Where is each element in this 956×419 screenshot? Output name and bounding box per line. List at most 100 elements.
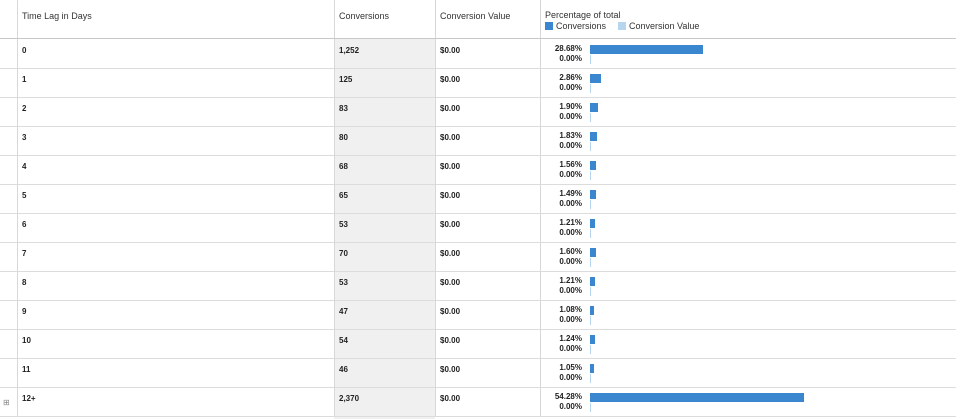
conversion-value-cell: $0.00 [435,329,541,358]
percentage-cell: 1.05% 0.00% [540,358,588,387]
conversions-bar [590,277,595,286]
conversion-value-cell-value: $0.00 [440,46,461,55]
percentage-cell: 1.08% 0.00% [540,300,588,329]
conversions-cell-value: 125 [339,75,353,84]
pct-conversion-value: 0.00% [559,402,582,411]
legend-conversions[interactable]: Conversions [545,21,606,31]
time-lag-cell: 4 [17,155,335,184]
conversions-bar [590,74,601,83]
conversions-cell-value: 83 [339,104,348,113]
percentage-cell: 1.21% 0.00% [540,213,588,242]
conversions-cell: 53 [334,271,436,300]
percentage-cell: 1.60% 0.00% [540,242,588,271]
header-percentage-label: Percentage of total [545,10,621,20]
conversions-cell-value: 80 [339,133,348,142]
conversions-cell: 68 [334,155,436,184]
conversions-cell-value: 1,252 [339,46,360,55]
conversion-value-cell-value: $0.00 [440,220,461,229]
legend-conversion-value-swatch [618,22,627,30]
header-conversion-value-label: Conversion Value [440,11,511,21]
pct-conversions: 1.83% [559,131,582,140]
conversion-value-cell-value: $0.00 [440,249,461,258]
time-lag-cell-value: 4 [22,162,27,171]
pct-conversions: 28.68% [554,44,582,53]
conversion-value-cell: $0.00 [435,155,541,184]
row-expander-cell [0,126,18,155]
percentage-cell: 1.21% 0.00% [540,271,588,300]
time-lag-cell-value: 5 [22,191,27,200]
conversion-value-cell: $0.00 [435,97,541,126]
conversions-cell-value: 46 [339,365,348,374]
pct-conversions: 1.21% [559,218,582,227]
table-row: 3 80 $0.00 1.83% 0.00% [0,126,956,156]
row-expander-cell [0,300,18,329]
conversions-bar [590,219,595,228]
header-percentage: Percentage of total Conversions Conversi… [540,0,956,38]
pct-conversions: 1.24% [559,334,582,343]
pct-conversion-value: 0.00% [559,228,582,237]
conversions-bar [590,364,594,373]
time-lag-cell-value: 1 [22,75,27,84]
percentage-cell: 28.68% 0.00% [540,39,588,68]
row-expander-cell [0,68,18,97]
conversion-value-bar [590,316,591,325]
row-expander-cell [0,155,18,184]
conversions-cell: 80 [334,126,436,155]
pct-conversion-value: 0.00% [559,112,582,121]
percentage-cell: 54.28% 0.00% [540,387,588,416]
conversions-cell-value: 2,370 [339,394,360,403]
pct-conversion-value: 0.00% [559,257,582,266]
row-expander-cell [0,39,18,68]
time-lag-cell-value: 9 [22,307,27,316]
row-expander-cell[interactable]: ⊞ [0,387,18,416]
time-lag-cell: 12+ [17,387,335,416]
conversion-value-cell-value: $0.00 [440,133,461,142]
conversions-cell-value: 47 [339,307,348,316]
time-lag-cell-value: 8 [22,278,27,287]
expand-icon[interactable]: ⊞ [3,398,10,407]
pct-conversions: 1.56% [559,160,582,169]
table-row: 6 53 $0.00 1.21% 0.00% [0,213,956,243]
conversions-cell: 47 [334,300,436,329]
header-row-num [0,0,18,38]
legend-conversions-label: Conversions [556,21,607,31]
conversions-cell: 70 [334,242,436,271]
conversions-bar [590,335,595,344]
table-row: 1 125 $0.00 2.86% 0.00% [0,68,956,98]
conversions-bar [590,161,596,170]
conversions-bar [590,393,804,402]
conversion-value-cell-value: $0.00 [440,191,461,200]
table-row: 11 46 $0.00 1.05% 0.00% [0,358,956,388]
time-lag-cell-value: 0 [22,46,27,55]
conversions-cell: 54 [334,329,436,358]
conversion-value-cell-value: $0.00 [440,307,461,316]
conversions-cell: 53 [334,213,436,242]
table-row: 5 65 $0.00 1.49% 0.00% [0,184,956,214]
time-lag-cell-value: 12+ [22,394,36,403]
conversion-value-cell: $0.00 [435,68,541,97]
legend-conversion-value[interactable]: Conversion Value [618,21,699,31]
header-conversion-value[interactable]: Conversion Value [435,0,541,38]
pct-conversions: 54.28% [554,392,582,401]
conversions-cell: 1,252 [334,39,436,68]
pct-conversions: 1.05% [559,363,582,372]
time-lag-cell: 0 [17,39,335,68]
legend: Conversions Conversion Value [545,21,711,31]
pct-conversions: 1.49% [559,189,582,198]
row-expander-cell [0,97,18,126]
conversion-value-bar [590,345,591,354]
conversion-value-cell-value: $0.00 [440,365,461,374]
header-conversions[interactable]: Conversions [334,0,436,38]
conversion-value-cell: $0.00 [435,271,541,300]
table-header: Time Lag in Days Conversions Conversion … [0,0,956,39]
pct-conversions: 1.08% [559,305,582,314]
conversion-value-cell: $0.00 [435,300,541,329]
header-conversions-label: Conversions [339,11,390,21]
percentage-cell: 2.86% 0.00% [540,68,588,97]
conversion-value-cell: $0.00 [435,242,541,271]
time-lag-cell: 7 [17,242,335,271]
conversions-cell: 125 [334,68,436,97]
percentage-cell: 1.24% 0.00% [540,329,588,358]
header-time-lag[interactable]: Time Lag in Days [17,0,335,38]
